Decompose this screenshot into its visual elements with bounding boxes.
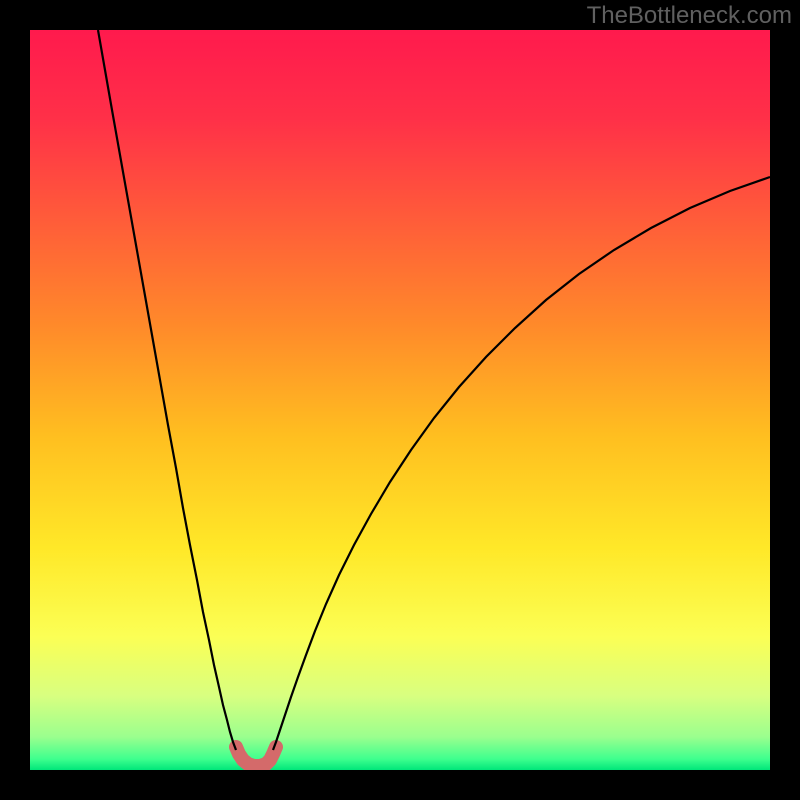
chart-background (30, 30, 770, 770)
watermark-text: TheBottleneck.com (587, 2, 792, 30)
chart-svg (30, 30, 770, 770)
plot-area (30, 30, 770, 770)
